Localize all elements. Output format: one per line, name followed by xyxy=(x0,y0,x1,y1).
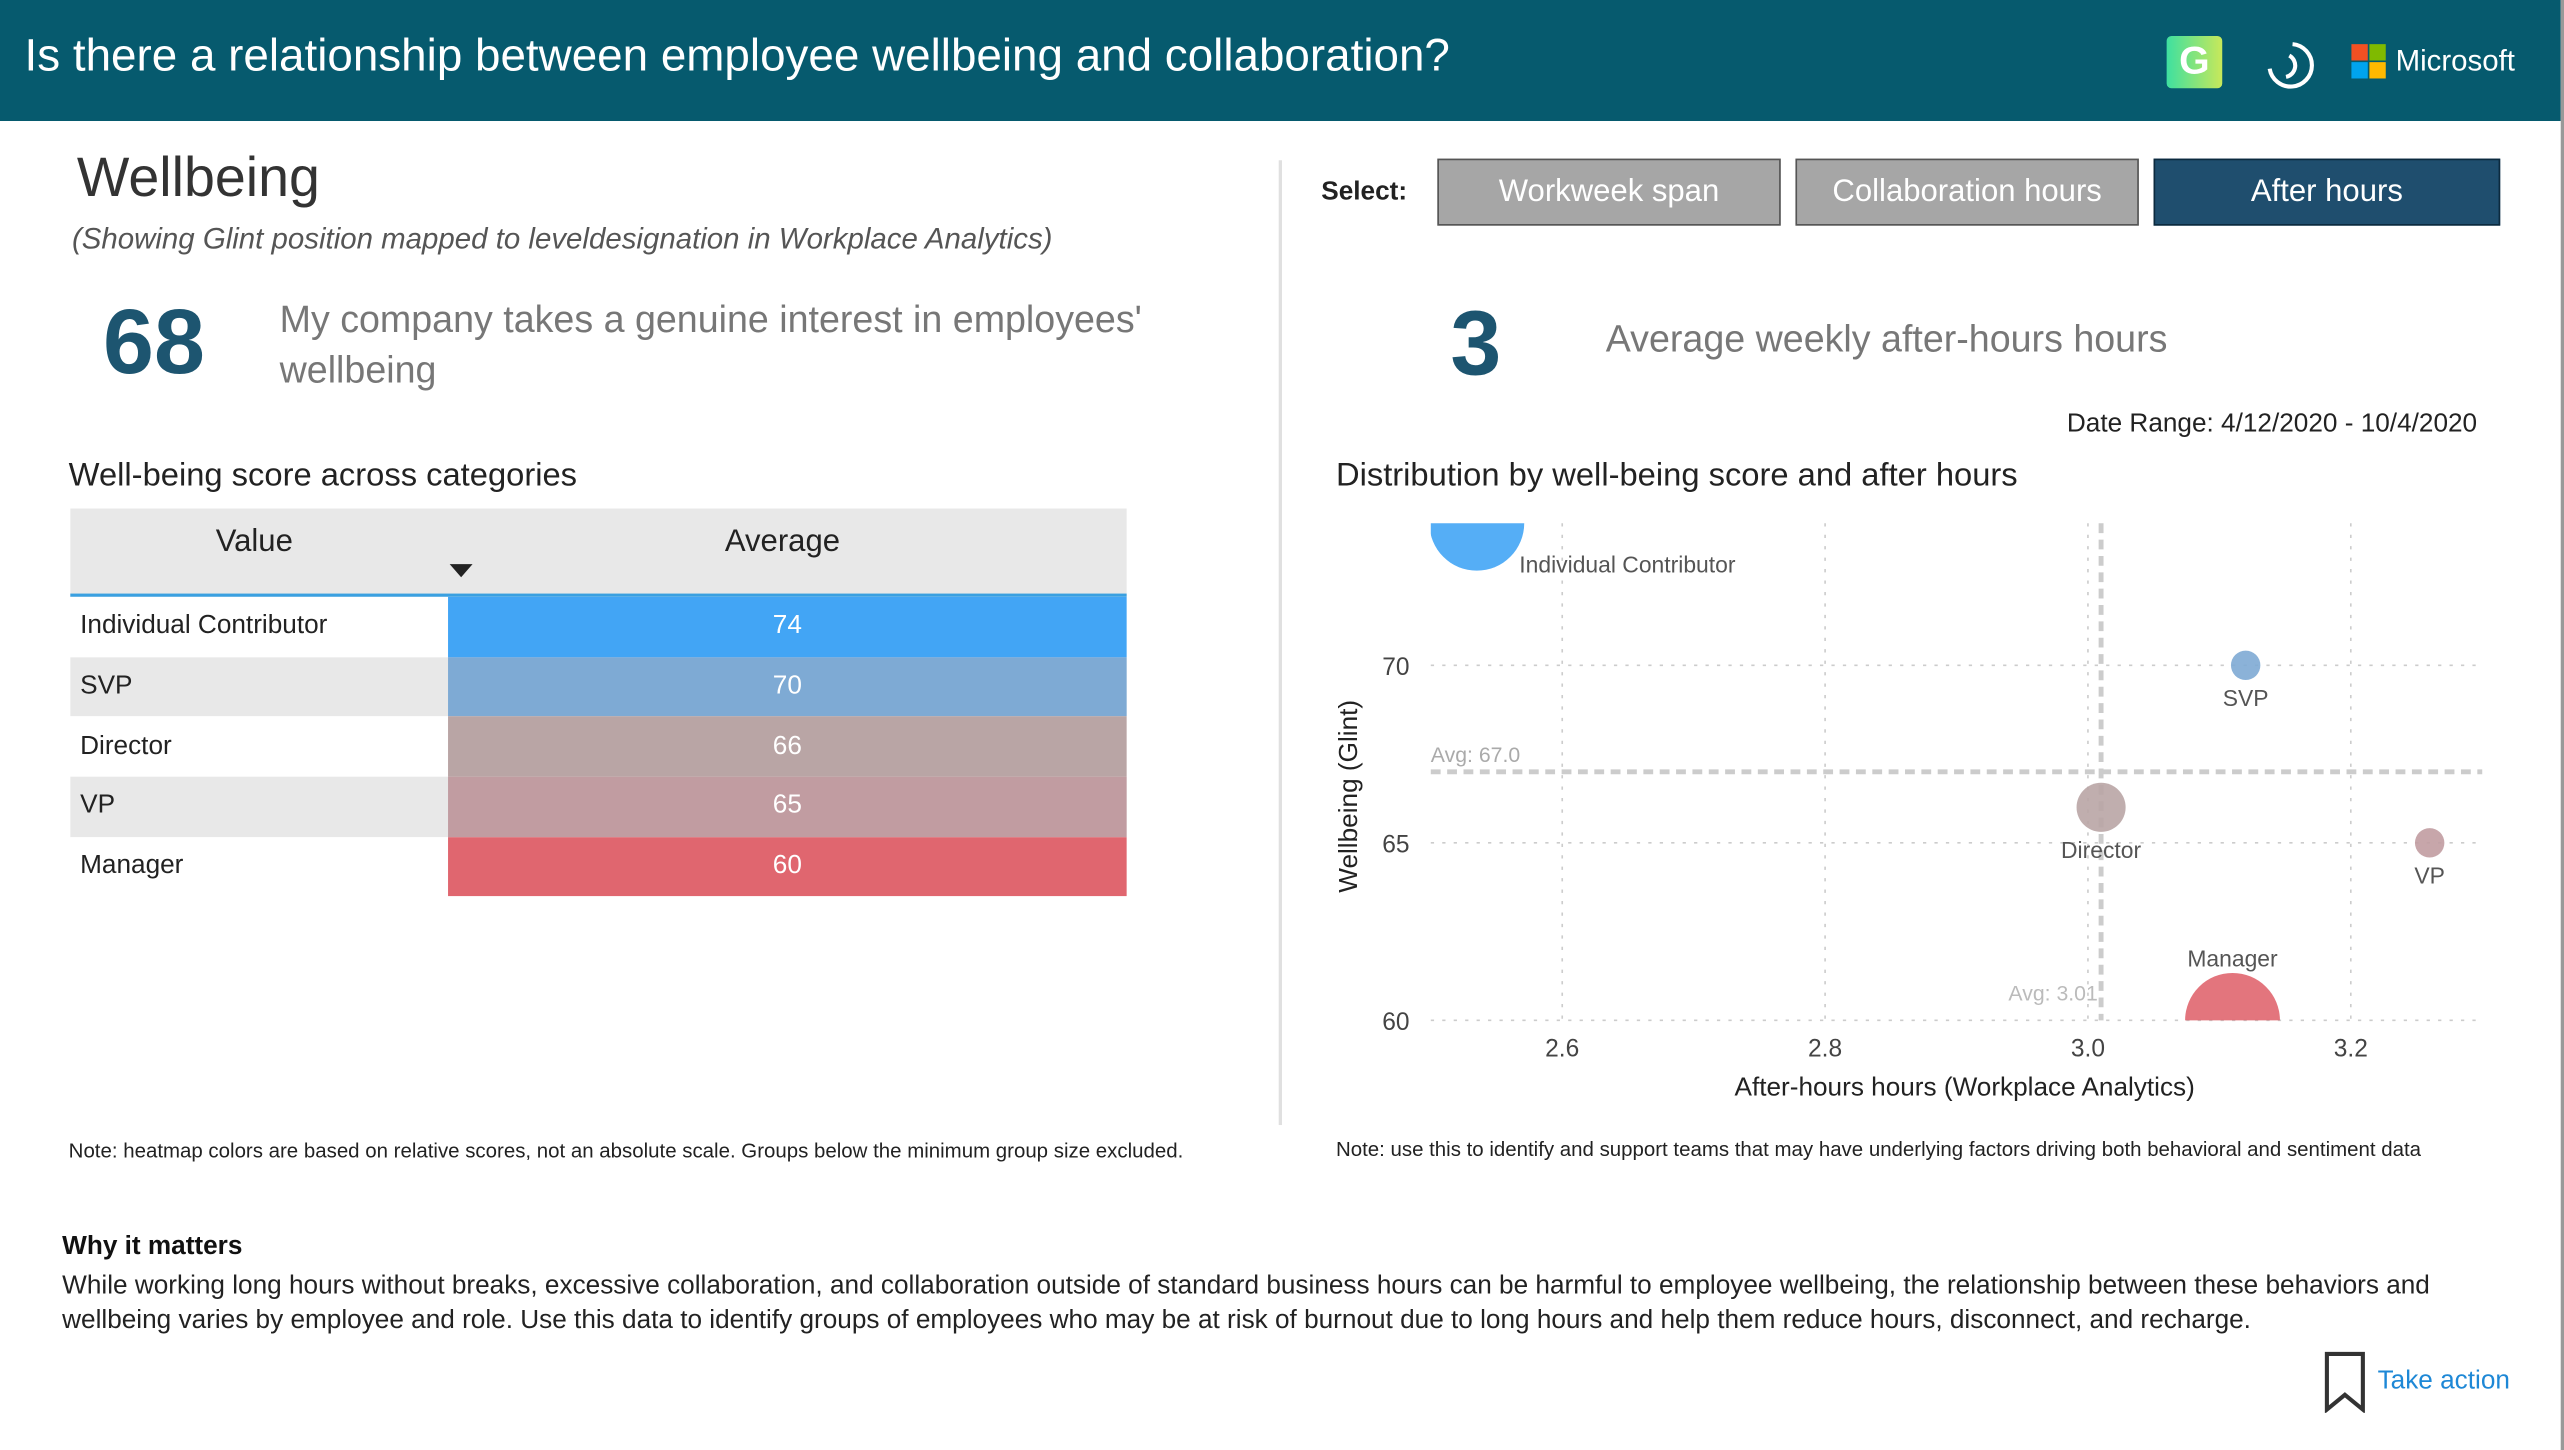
x-axis-label: After-hours hours (Workplace Analytics) xyxy=(1735,1072,2195,1102)
y-tick-label: 60 xyxy=(1382,1009,1409,1036)
table-row[interactable]: Individual Contributor 74 xyxy=(70,596,1127,657)
bubble-label: SVP xyxy=(2223,685,2269,711)
x-tick-label: 2.6 xyxy=(1545,1035,1579,1062)
heatmap-table: Value Average Individual Contributor 74 SV… xyxy=(70,508,1127,897)
bubble-label: VP xyxy=(2414,863,2445,889)
workweek-span-button[interactable]: Workweek span xyxy=(1437,158,1781,226)
chart-title: Distribution by well-being score and aft… xyxy=(1335,457,2018,494)
page-title: Is there a relationship between employee… xyxy=(24,29,1450,81)
divider xyxy=(1278,160,1282,1126)
x-tick-label: 3.2 xyxy=(2334,1035,2368,1062)
row-average: 65 xyxy=(448,776,1127,837)
microsoft-logo: Microsoft xyxy=(2351,44,2515,79)
header-label: Value xyxy=(215,524,293,560)
row-average: 70 xyxy=(448,656,1127,717)
row-average: 74 xyxy=(448,596,1127,657)
row-label: Manager xyxy=(80,852,184,880)
bubble-vp[interactable] xyxy=(2414,828,2445,858)
bubble-manager[interactable] xyxy=(2185,972,2280,1068)
row-label: SVP xyxy=(80,672,133,700)
header-label: Average xyxy=(724,524,841,560)
date-range: Date Range: 4/12/2020 - 10/4/2020 xyxy=(2066,410,2478,439)
bubble-label: Manager xyxy=(2187,945,2278,971)
table-row[interactable]: SVP 70 xyxy=(70,656,1127,717)
bubble-director[interactable] xyxy=(2076,782,2126,832)
take-action-label: Take action xyxy=(2377,1367,2510,1395)
chart-note: Note: use this to identify and support t… xyxy=(1335,1138,2422,1161)
bubble-label: Individual Contributor xyxy=(1519,551,1736,577)
avg-y-label: Avg: 67.0 xyxy=(1431,743,1520,767)
survey-question: My company takes a genuine interest in e… xyxy=(279,297,1142,391)
bubble-label: Director xyxy=(2061,837,2141,863)
x-tick-label: 3.0 xyxy=(2071,1035,2105,1062)
y-axis-label: Wellbeing (Glint) xyxy=(1333,700,1363,893)
sort-desc-icon[interactable] xyxy=(449,564,473,578)
row-label: Individual Contributor xyxy=(80,612,328,640)
metric-label: Average weekly after-hours hours xyxy=(1605,317,2168,360)
section-subtitle: (Showing Glint position mapped to leveld… xyxy=(71,222,1053,256)
select-label: Select: xyxy=(1321,178,1408,207)
scatter-chart: 2.6 2.8 3.0 3.2 60 65 70 Avg: 67.0 Avg: 3.01 Indi… xyxy=(1333,507,2483,1102)
glint-spiral-icon[interactable] xyxy=(2257,33,2322,98)
take-action-link[interactable]: Take action xyxy=(2322,1351,2510,1413)
x-tick-label: 2.8 xyxy=(1808,1035,1842,1062)
why-heading: Why it matters xyxy=(62,1232,243,1261)
bubble-svp[interactable] xyxy=(2230,650,2261,681)
column-header-average[interactable]: Average xyxy=(438,509,1126,594)
column-header-value[interactable]: Value xyxy=(70,509,473,594)
row-average: 60 xyxy=(448,836,1127,897)
wellbeing-score: 68 xyxy=(103,289,205,393)
bubble-individual-contributor[interactable] xyxy=(1429,507,1525,571)
y-tick-label: 65 xyxy=(1382,832,1409,859)
bookmark-icon xyxy=(2324,1351,2365,1413)
header-bar: Is there a relationship between employee… xyxy=(0,0,2561,122)
table-row[interactable]: VP 65 xyxy=(70,776,1127,837)
row-label: VP xyxy=(80,792,116,820)
y-tick-label: 70 xyxy=(1382,654,1409,681)
collaboration-hours-button[interactable]: Collaboration hours xyxy=(1795,158,2139,226)
window-border xyxy=(2560,0,2564,1450)
section-title: Wellbeing xyxy=(76,147,320,210)
why-text: While working long hours without breaks,… xyxy=(62,1272,2430,1335)
metric-value: 3 xyxy=(1450,291,1502,395)
grammarly-g-icon[interactable]: G xyxy=(2166,35,2223,89)
table-row[interactable]: Director 66 xyxy=(70,716,1127,777)
row-average: 66 xyxy=(448,716,1127,777)
table-note: Note: heatmap colors are based on relati… xyxy=(68,1139,1184,1163)
table-header: Value Average xyxy=(70,508,1127,597)
brand-name: Microsoft xyxy=(2395,44,2515,77)
row-label: Director xyxy=(80,732,172,760)
after-hours-button[interactable]: After hours xyxy=(2153,158,2501,226)
table-title: Well-being score across categories xyxy=(68,457,578,494)
table-row[interactable]: Manager 60 xyxy=(70,836,1127,897)
avg-x-label: Avg: 3.01 xyxy=(2008,982,2097,1006)
